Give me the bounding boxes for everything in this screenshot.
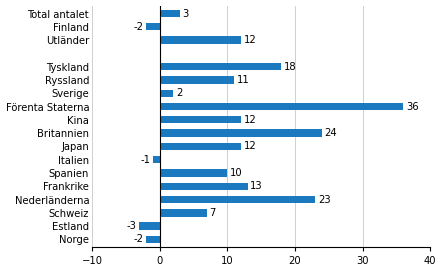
Text: 18: 18 [284, 62, 297, 72]
Bar [160, 76, 234, 84]
Text: 36: 36 [406, 101, 419, 112]
Bar [160, 10, 180, 17]
Text: 2: 2 [176, 88, 182, 98]
Text: 12: 12 [244, 115, 256, 125]
Bar [160, 63, 282, 70]
Bar [160, 209, 207, 217]
Bar [160, 89, 173, 97]
Bar [160, 116, 241, 123]
Bar [160, 36, 241, 44]
Bar [160, 196, 315, 203]
Text: 11: 11 [237, 75, 249, 85]
Text: 3: 3 [183, 8, 189, 18]
Text: 10: 10 [230, 168, 243, 178]
Text: 12: 12 [244, 141, 256, 152]
Bar [160, 103, 403, 110]
Bar [160, 183, 248, 190]
Text: 24: 24 [325, 128, 337, 138]
Text: 12: 12 [244, 35, 256, 45]
Text: -1: -1 [140, 155, 150, 165]
Bar [160, 129, 322, 137]
Text: -3: -3 [127, 221, 137, 231]
Text: 7: 7 [210, 208, 216, 218]
Bar [160, 169, 227, 177]
Text: 13: 13 [250, 181, 263, 191]
Bar [146, 236, 160, 243]
Bar [153, 156, 160, 163]
Bar [139, 222, 160, 230]
Text: 23: 23 [318, 194, 331, 205]
Text: -2: -2 [133, 22, 143, 32]
Bar [146, 23, 160, 30]
Bar [160, 143, 241, 150]
Text: -2: -2 [133, 234, 143, 245]
